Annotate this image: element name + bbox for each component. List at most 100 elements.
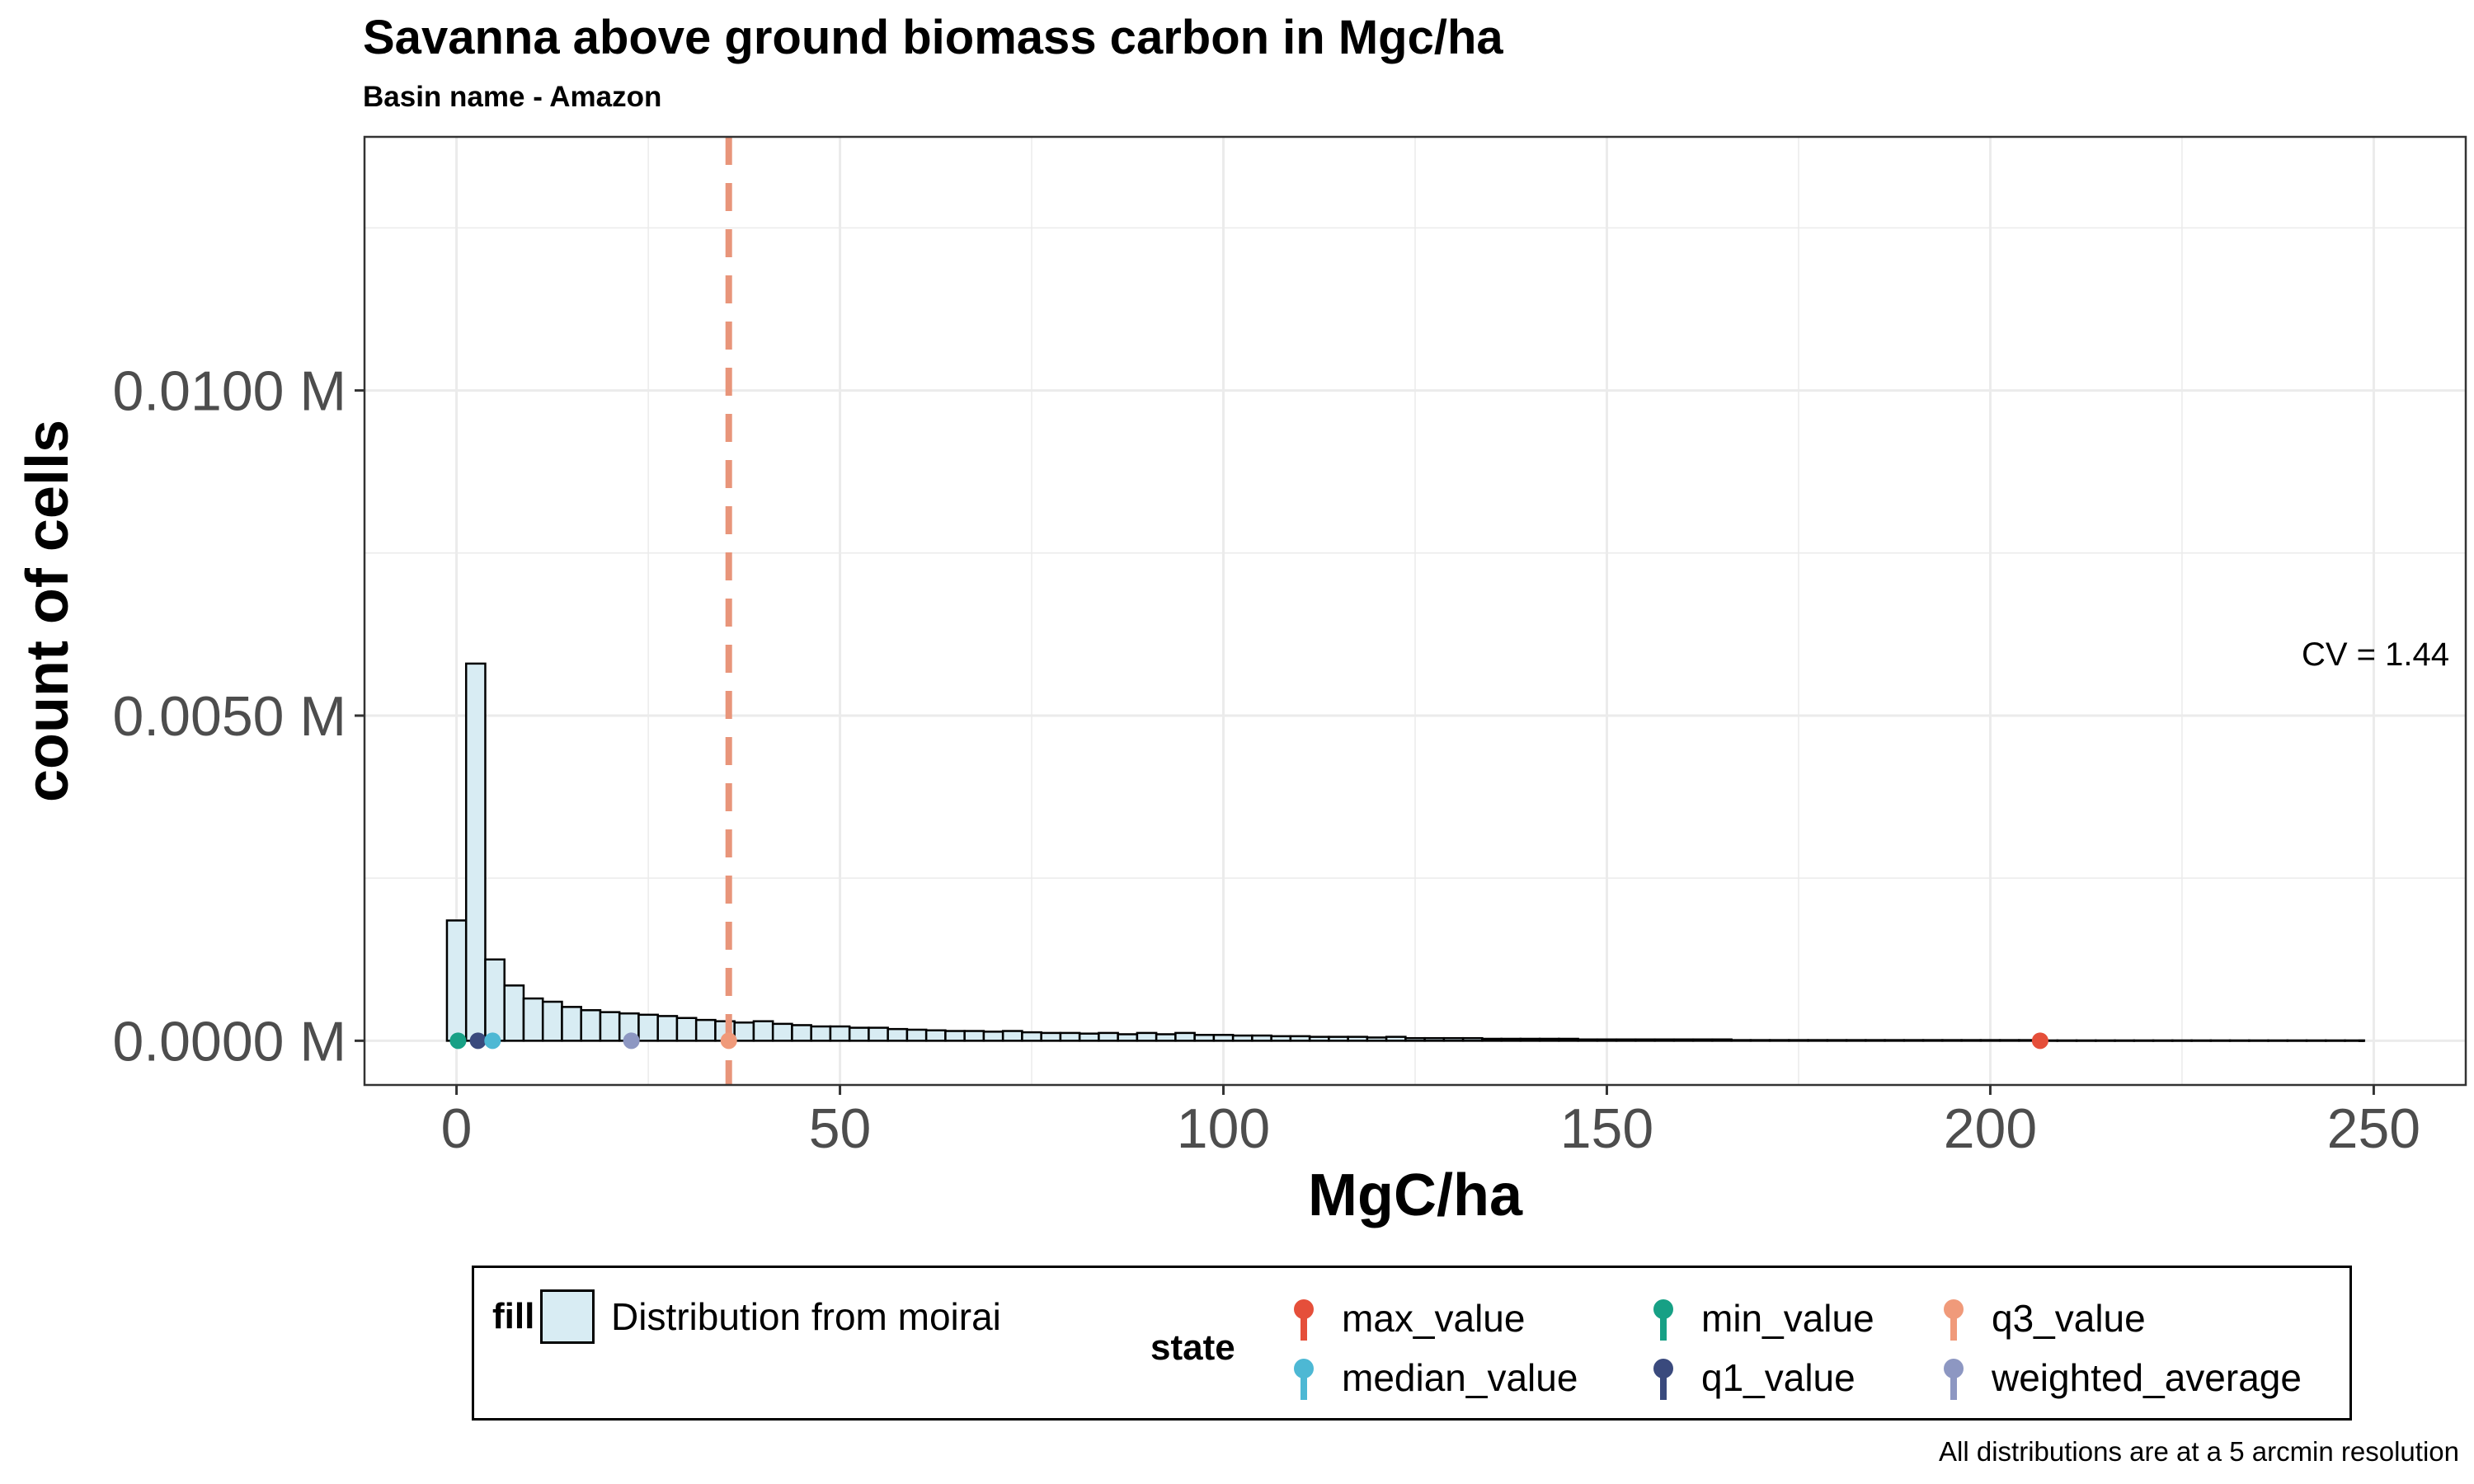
histogram-bar xyxy=(791,1024,812,1042)
histogram-bar xyxy=(848,1026,870,1042)
histogram-bar xyxy=(924,1029,947,1042)
stat-point-weighted-average xyxy=(623,1032,640,1050)
histogram-bar xyxy=(464,662,487,1042)
histogram-bar xyxy=(580,1009,602,1042)
histogram-bar xyxy=(1538,1037,1560,1042)
histogram-bar xyxy=(1270,1035,1292,1042)
histogram-bar xyxy=(1174,1031,1196,1042)
histogram-bar xyxy=(1347,1036,1369,1042)
histogram-bar xyxy=(522,997,544,1042)
histogram-bar xyxy=(1021,1031,1042,1042)
histogram-bar xyxy=(503,984,525,1042)
histogram-bar xyxy=(637,1013,659,1042)
histogram-bar xyxy=(1404,1036,1426,1042)
y-axis: 0.0000 M 0.0050 M 0.0100 M xyxy=(112,360,365,1073)
histogram-bar xyxy=(1807,1039,1829,1042)
legend-fill-title: fill xyxy=(492,1296,535,1336)
histogram-bar xyxy=(1385,1036,1407,1042)
histogram-bar xyxy=(599,1011,621,1042)
stat-point-median-value xyxy=(484,1032,501,1050)
histogram-bar xyxy=(1059,1031,1081,1042)
histogram-bar xyxy=(2325,1039,2346,1042)
histogram-bar xyxy=(541,1000,563,1042)
x-tick-label: 150 xyxy=(1560,1097,1653,1160)
histogram-bar xyxy=(2248,1039,2269,1042)
stat-points xyxy=(449,1032,2048,1050)
histogram-bar xyxy=(2267,1039,2289,1042)
histogram-bar xyxy=(1596,1038,1618,1042)
x-tick-label: 0 xyxy=(441,1097,473,1160)
histogram-bar xyxy=(2171,1039,2193,1042)
histogram-bar xyxy=(1366,1036,1388,1042)
histogram-bar xyxy=(1442,1036,1465,1042)
histogram-bar xyxy=(1788,1039,1809,1042)
x-tick-label: 50 xyxy=(809,1097,872,1160)
legend-state-label: min_value xyxy=(1701,1297,1874,1340)
histogram-bar xyxy=(1865,1039,1886,1042)
legend-pin-icon xyxy=(1653,1359,1673,1400)
histogram-bar xyxy=(1845,1039,1867,1042)
histogram-bar xyxy=(2190,1039,2213,1042)
histogram-bar xyxy=(2114,1039,2136,1042)
histogram-bar xyxy=(905,1028,928,1042)
histogram-bar xyxy=(694,1018,717,1042)
histogram-bar xyxy=(1078,1032,1100,1042)
histogram-bar xyxy=(733,1021,755,1042)
histogram-bar xyxy=(1098,1031,1119,1042)
histogram-bar xyxy=(2075,1039,2097,1042)
y-tick-label: 0.0000 M xyxy=(112,1010,346,1073)
legend-pin-icon xyxy=(1944,1359,1964,1400)
histogram-bar xyxy=(561,1006,582,1042)
stat-point-q1-value xyxy=(469,1032,487,1050)
histogram-bar xyxy=(1136,1031,1158,1042)
histogram-bar xyxy=(1117,1033,1139,1042)
histogram-bar xyxy=(1558,1037,1579,1042)
histogram-bar xyxy=(810,1025,832,1042)
legend-state-title: state xyxy=(1150,1327,1235,1368)
histogram-bar xyxy=(484,958,506,1042)
histogram-bar xyxy=(2133,1039,2155,1042)
chart-title: Savanna above ground biomass carbon in M… xyxy=(363,11,1503,64)
histogram-bar xyxy=(1998,1039,2020,1042)
legend-pin-icon xyxy=(1944,1299,1964,1341)
legend-state-label: q1_value xyxy=(1701,1356,1856,1399)
histogram-bar xyxy=(675,1017,698,1042)
stat-point-q3-value xyxy=(720,1032,737,1050)
histogram-bar xyxy=(1289,1035,1311,1042)
histogram-bar xyxy=(1749,1039,1771,1042)
x-tick-label: 200 xyxy=(1944,1097,2037,1160)
histogram-bar xyxy=(1577,1038,1599,1042)
plot-border xyxy=(363,135,2467,1087)
histogram-bar xyxy=(1634,1038,1656,1042)
histogram-bar xyxy=(1328,1036,1349,1042)
legend-state-label: max_value xyxy=(1342,1297,1526,1340)
legend-fill-swatch xyxy=(540,1289,595,1344)
caption: All distributions are at a 5 arcmin reso… xyxy=(1939,1436,2459,1467)
histogram-bar xyxy=(1500,1037,1522,1042)
histogram-bar xyxy=(1960,1039,1982,1042)
histogram-bar xyxy=(1212,1034,1235,1042)
histogram-bar xyxy=(1730,1039,1752,1042)
x-tick-label: 250 xyxy=(2327,1097,2420,1160)
histogram-bar xyxy=(1519,1037,1541,1042)
histogram-bar xyxy=(1308,1036,1330,1042)
histogram-bar xyxy=(1979,1039,2001,1042)
histogram-bar xyxy=(771,1022,793,1042)
histogram-bar xyxy=(1826,1039,1848,1042)
legend: fill Distribution from moirai state max_… xyxy=(472,1266,2352,1421)
histogram-bar xyxy=(656,1015,679,1042)
legend-state-label: weighted_average xyxy=(1992,1356,2302,1399)
histogram-bar xyxy=(1884,1039,1906,1042)
legend-pin-icon xyxy=(1653,1299,1673,1341)
histogram-bar xyxy=(1921,1039,1944,1042)
chart-subtitle: Basin name - Amazon xyxy=(363,81,662,113)
legend-state-label: median_value xyxy=(1342,1356,1578,1399)
histogram-bar xyxy=(2056,1039,2078,1042)
histogram-bar xyxy=(829,1025,851,1042)
x-tick-label: 100 xyxy=(1177,1097,1270,1160)
histogram-bar xyxy=(2095,1039,2116,1042)
histogram-bar xyxy=(1672,1038,1695,1042)
histogram-bar xyxy=(982,1031,1004,1042)
histogram-bar xyxy=(1941,1039,1963,1042)
